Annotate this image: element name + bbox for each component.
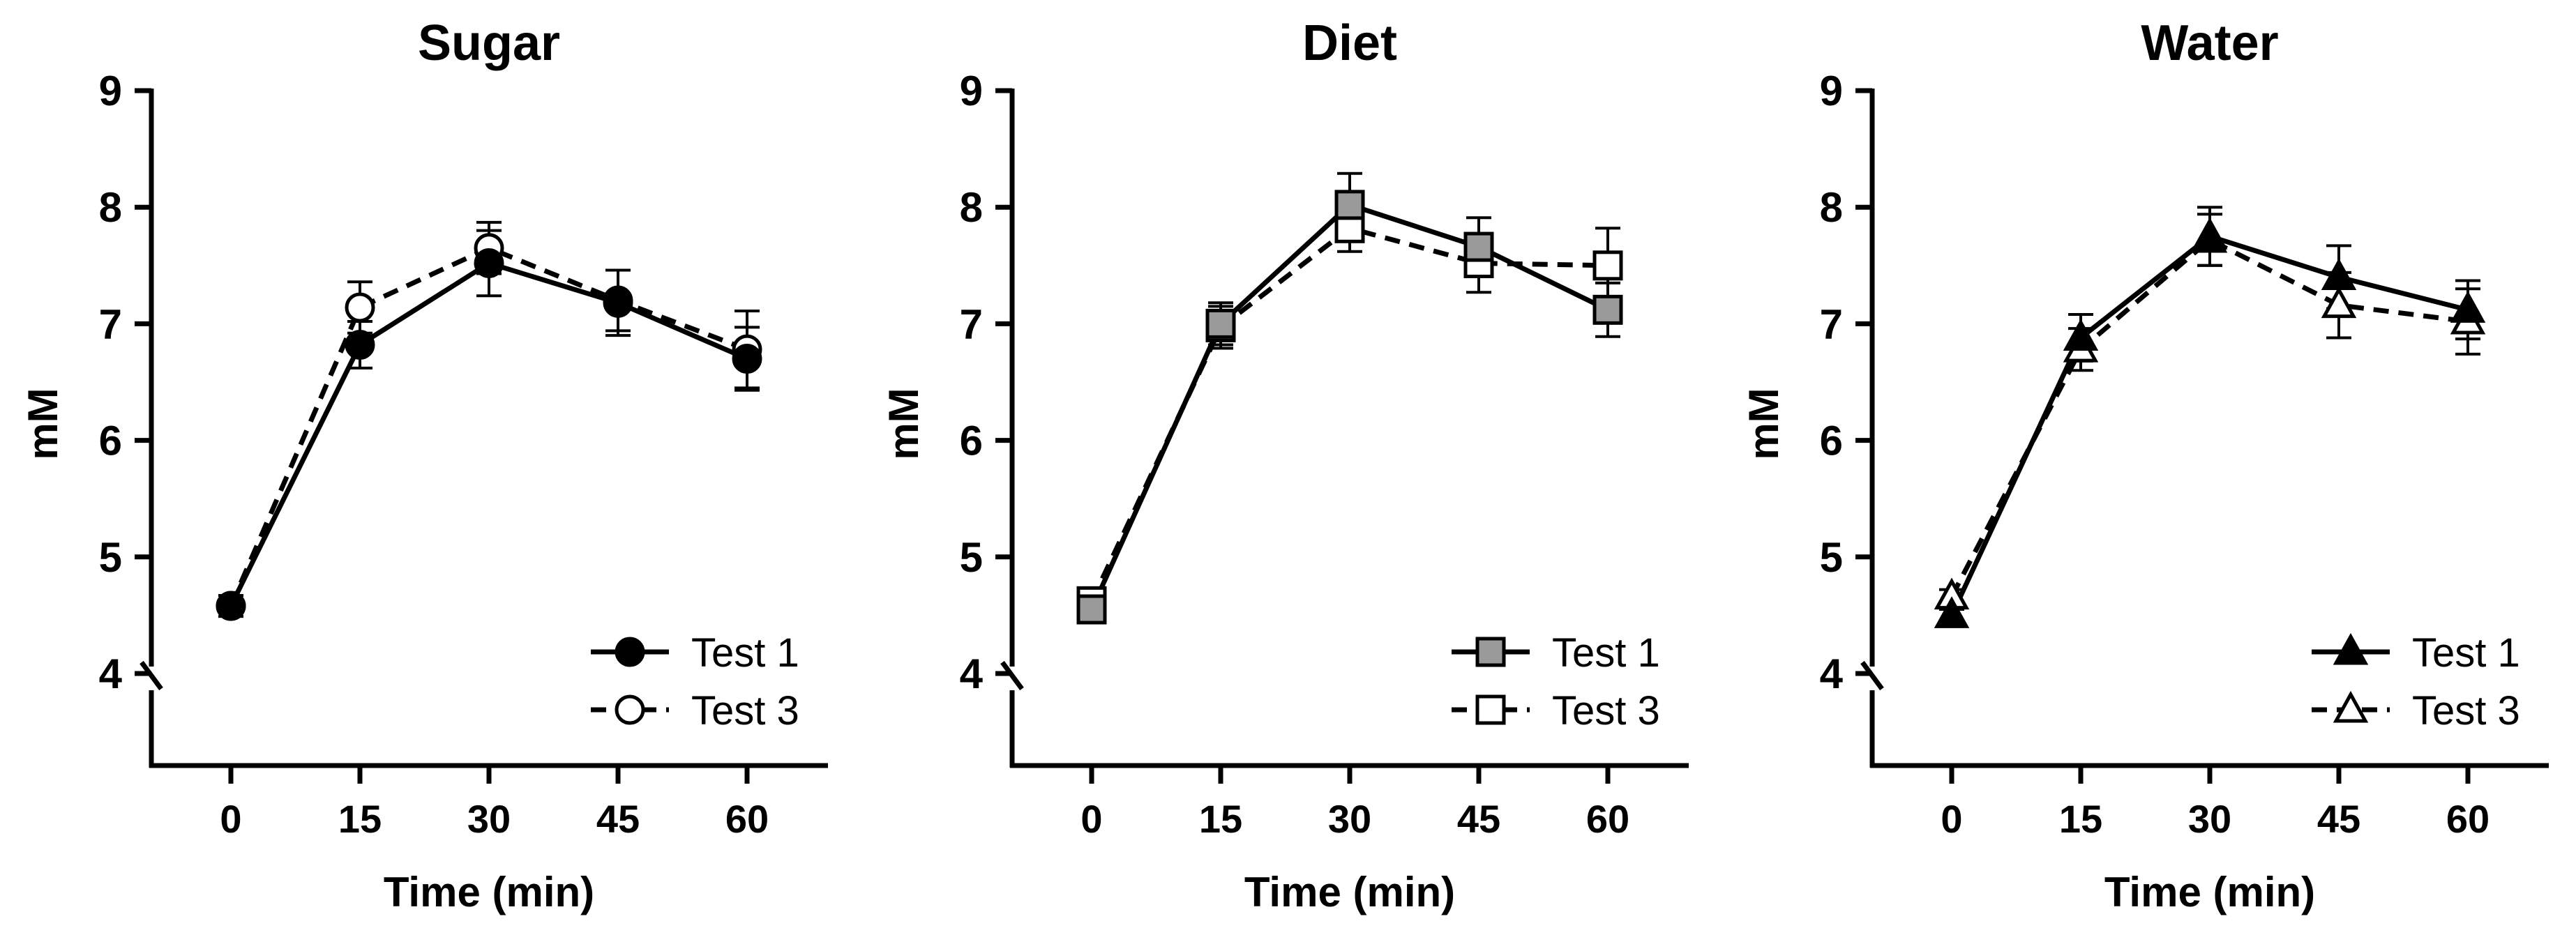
y-tick-label: 9 [960,68,983,114]
legend-label: Test 3 [1552,688,1660,733]
data-point [1205,308,1236,339]
data-point [1076,594,1107,625]
data-point [2450,291,2486,323]
chart-title: Sugar [418,15,560,71]
series-line-test-1 [1949,234,2469,616]
series-line-test-3 [1949,237,2469,598]
y-tick-label: 9 [1820,68,1843,114]
legend-marker [2333,632,2369,665]
chart-title: Diet [1302,15,1397,71]
y-tick-label: 7 [1820,301,1843,347]
x-axis-label: Time (min) [384,869,594,915]
data-point [732,344,762,374]
data-point [1934,596,1970,628]
y-tick-label: 4 [960,651,984,697]
y-tick-label: 5 [1820,534,1843,581]
y-tick-label: 9 [99,68,122,114]
y-tick-label: 8 [960,184,983,231]
legend-label: Test 3 [691,688,799,733]
x-tick-label: 30 [467,797,511,841]
data-point [2321,258,2357,291]
legend-label: Test 1 [1552,630,1660,676]
chart-title: Water [2141,15,2278,71]
x-tick-label: 45 [596,797,640,841]
y-tick-label: 8 [1820,184,1843,231]
y-axis-label: mM [1740,388,1787,459]
x-tick-label: 30 [2188,797,2231,841]
data-point [1463,231,1494,262]
data-point [345,329,375,360]
series-line-test-3 [228,245,748,607]
series-line-test-1 [1089,202,1609,611]
y-axis-label: mM [20,388,66,459]
legend-marker [1475,694,1506,725]
y-tick-label: 6 [99,418,122,464]
y-tick-label: 6 [1820,418,1843,464]
y-tick-label: 7 [960,301,983,347]
legend-marker [2333,690,2369,723]
x-tick-label: 15 [1199,797,1242,841]
y-tick-label: 4 [99,651,123,697]
y-tick-label: 4 [1820,651,1844,697]
data-point [1592,250,1623,281]
x-axis-label: Time (min) [2104,869,2315,915]
y-tick-label: 5 [99,534,122,581]
y-tick-label: 6 [960,418,983,464]
x-tick-label: 60 [2446,797,2490,841]
data-point [1334,190,1365,220]
data-point [216,591,246,621]
x-tick-label: 60 [725,797,769,841]
legend-marker [615,694,645,725]
x-tick-label: 15 [2059,797,2102,841]
data-point [2192,217,2228,250]
x-tick-label: 0 [1941,797,1962,841]
x-tick-label: 60 [1586,797,1629,841]
series-line-test-1 [228,260,748,607]
series-line-test-3 [1089,225,1609,602]
x-tick-label: 30 [1328,797,1371,841]
data-point [2063,319,2099,351]
legend-label: Test 1 [691,630,799,676]
data-point [603,287,633,318]
x-axis-label: Time (min) [1244,869,1455,915]
y-axis-label: mM [880,388,927,459]
legend-marker [615,637,645,667]
data-point [1592,294,1623,325]
x-tick-label: 45 [2317,797,2360,841]
y-tick-label: 8 [99,184,122,231]
legend-label: Test 3 [2412,688,2520,733]
data-point [345,292,375,323]
y-tick-label: 7 [99,301,122,347]
x-tick-label: 45 [1457,797,1500,841]
data-point [2321,286,2357,319]
data-point [474,248,504,278]
x-tick-label: 0 [1080,797,1102,841]
x-tick-label: 15 [338,797,382,841]
legend-marker [1475,637,1506,667]
x-tick-label: 0 [220,797,241,841]
legend-label: Test 1 [2412,630,2520,676]
y-tick-label: 5 [960,534,983,581]
